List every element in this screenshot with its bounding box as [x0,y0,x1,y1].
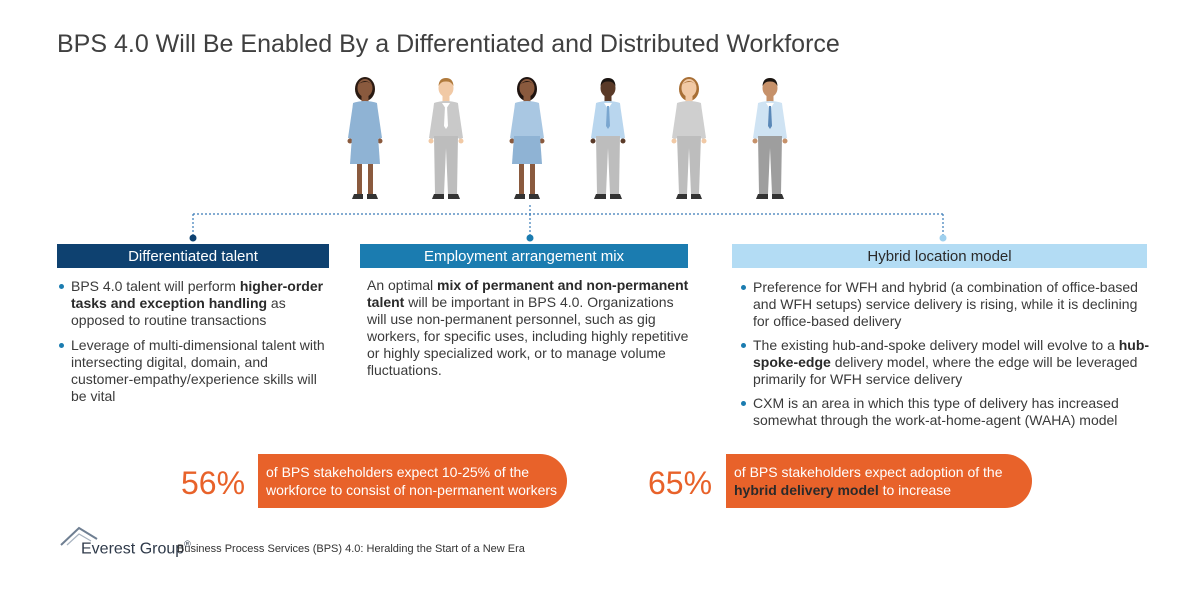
bullet-dot [741,401,746,406]
footer: Everest Group® Business Process Services… [59,525,659,565]
emphasis-text: mix of permanent and non-permanent talen… [367,277,689,310]
hybrid-location-list: Preference for WFH and hybrid (a combina… [740,279,1150,436]
person-figure-icon [752,78,788,199]
list-item: BPS 4.0 talent will perform higher-order… [58,278,330,329]
differentiated-talent-list: BPS 4.0 talent will perform higher-order… [58,278,330,413]
stat-65-description: of BPS stakeholders expect adoption of t… [726,454,1032,508]
person-figure-icon [671,77,707,199]
bullet-dot [741,285,746,290]
footer-caption: Business Process Services (BPS) 4.0: Her… [177,543,525,555]
person-figure-icon [590,78,626,199]
person-figure-icon [428,78,464,199]
stat-56-description: of BPS stakeholders expect 10-25% of the… [258,454,567,508]
list-item: Preference for WFH and hybrid (a combina… [740,279,1150,330]
emphasis-text: hybrid delivery model [734,482,879,498]
employment-arrangement-header: Employment arrangement mix [360,244,688,268]
connector-dot-left [189,234,197,242]
page-title: BPS 4.0 Will Be Enabled By a Differentia… [57,30,840,58]
list-item: CXM is an area in which this type of del… [740,395,1150,429]
emphasis-text: higher-order tasks and exception handlin… [71,278,324,311]
person-figure-icon [347,77,383,199]
everest-logo-mark-icon [60,526,98,546]
stat-65-percent: 65% [648,465,713,501]
everest-logo: Everest Group® [81,539,191,558]
emphasis-text: hub-spoke-edge [753,337,1150,370]
list-item: The existing hub-and-spoke delivery mode… [740,337,1150,388]
logo-registered-mark: ® [184,539,191,549]
bullet-dot [59,284,64,289]
bullet-dot [741,343,746,348]
workforce-figures [330,76,800,204]
hybrid-location-header: Hybrid location model [732,244,1147,268]
list-item: Leverage of multi-dimensional talent wit… [58,337,330,405]
connector-dot-middle [526,234,534,242]
logo-name: Everest Group [81,540,185,558]
stat-56-percent: 56% [181,465,246,501]
differentiated-talent-header: Differentiated talent [57,244,329,268]
person-figure-icon [509,77,545,199]
employment-arrangement-text: An optimal mix of permanent and non-perm… [367,277,689,378]
connector-dot-right [939,234,947,242]
bullet-dot [59,343,64,348]
